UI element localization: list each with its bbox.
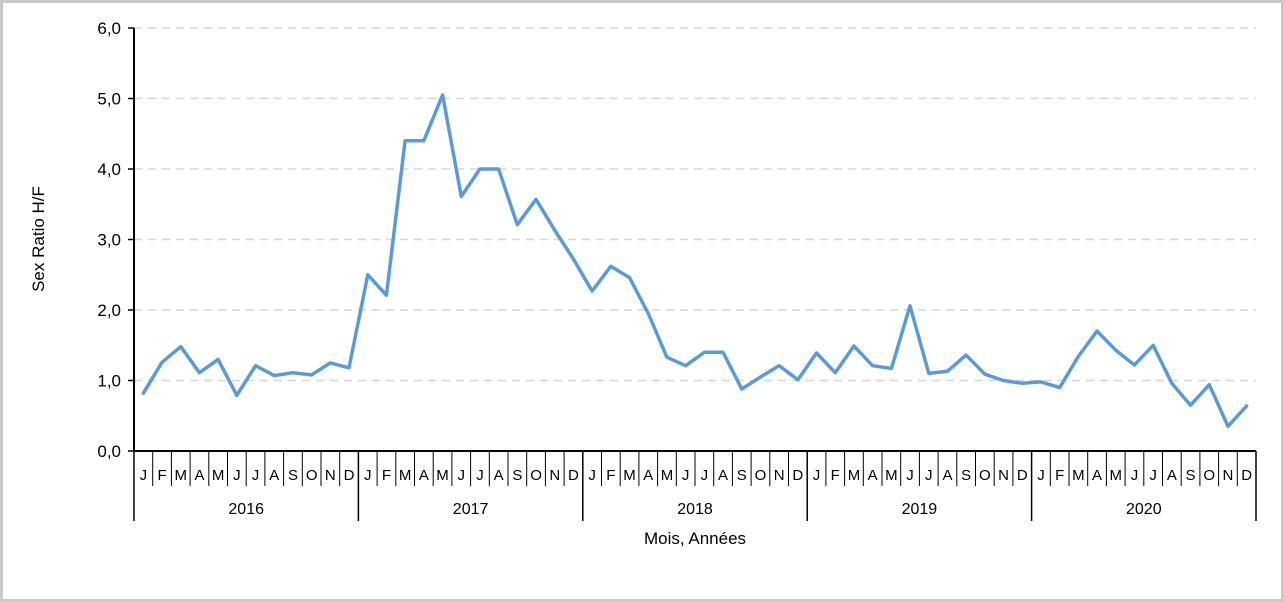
month-label: J xyxy=(476,467,484,484)
month-label: M xyxy=(1072,467,1085,484)
month-label: S xyxy=(1186,467,1196,484)
y-tick-label: 1,0 xyxy=(97,372,121,391)
year-label: 2016 xyxy=(228,501,264,518)
month-label: A xyxy=(942,467,952,484)
sex-ratio-series-line xyxy=(141,93,1249,429)
month-label: N xyxy=(549,467,560,484)
year-label: 2018 xyxy=(677,501,713,518)
month-label: J xyxy=(682,467,690,484)
month-label: J xyxy=(233,467,241,484)
month-label: M xyxy=(212,467,225,484)
month-label: J xyxy=(588,467,596,484)
month-label: J xyxy=(252,467,260,484)
month-label: M xyxy=(1110,467,1123,484)
month-label: D xyxy=(344,467,355,484)
y-tick-label: 4,0 xyxy=(97,160,121,179)
month-label: A xyxy=(868,467,878,484)
month-label: A xyxy=(419,467,429,484)
month-label: O xyxy=(306,467,318,484)
y-tick-label: 6,0 xyxy=(97,19,121,38)
month-label: M xyxy=(661,467,674,484)
month-label: N xyxy=(1223,467,1234,484)
year-label: 2019 xyxy=(902,501,938,518)
y-axis-title: Sex Ratio H/F xyxy=(29,186,48,292)
month-label: M xyxy=(623,467,636,484)
year-label: 2020 xyxy=(1126,501,1162,518)
month-label: M xyxy=(436,467,449,484)
month-label: M xyxy=(399,467,412,484)
month-label: D xyxy=(1241,467,1252,484)
month-label: J xyxy=(1149,467,1157,484)
month-label: O xyxy=(1203,467,1215,484)
month-label: J xyxy=(1131,467,1139,484)
month-label: A xyxy=(1167,467,1177,484)
month-label: D xyxy=(568,467,579,484)
month-label: N xyxy=(774,467,785,484)
month-label: N xyxy=(998,467,1009,484)
month-label: F xyxy=(606,467,615,484)
month-label: F xyxy=(382,467,391,484)
y-tick-label: 0,0 xyxy=(97,442,121,461)
month-label: A xyxy=(269,467,279,484)
month-label: J xyxy=(925,467,933,484)
month-label: A xyxy=(494,467,504,484)
month-label: O xyxy=(530,467,542,484)
month-label: J xyxy=(701,467,709,484)
month-label: F xyxy=(1055,467,1064,484)
month-label: O xyxy=(755,467,767,484)
month-label: A xyxy=(718,467,728,484)
y-tick-label: 2,0 xyxy=(97,301,121,320)
month-label: N xyxy=(325,467,336,484)
month-label: S xyxy=(288,467,298,484)
month-label: D xyxy=(1017,467,1028,484)
month-label: A xyxy=(1092,467,1102,484)
month-label: F xyxy=(831,467,840,484)
y-tick-label: 3,0 xyxy=(97,231,121,250)
month-label: J xyxy=(364,467,372,484)
month-label: M xyxy=(885,467,898,484)
y-tick-label: 5,0 xyxy=(97,90,121,109)
month-label: J xyxy=(140,467,148,484)
month-label: J xyxy=(813,467,821,484)
month-label: S xyxy=(737,467,747,484)
year-label: 2017 xyxy=(453,501,489,518)
month-label: J xyxy=(458,467,466,484)
month-label: S xyxy=(512,467,522,484)
month-label: S xyxy=(961,467,971,484)
month-label: A xyxy=(643,467,653,484)
month-label: M xyxy=(848,467,861,484)
month-label: M xyxy=(175,467,188,484)
month-label: D xyxy=(792,467,803,484)
month-label: J xyxy=(906,467,914,484)
x-axis-title: Mois, Années xyxy=(643,529,747,548)
month-label: O xyxy=(979,467,991,484)
month-label: A xyxy=(194,467,204,484)
month-label: J xyxy=(1037,467,1045,484)
month-label: F xyxy=(157,467,166,484)
